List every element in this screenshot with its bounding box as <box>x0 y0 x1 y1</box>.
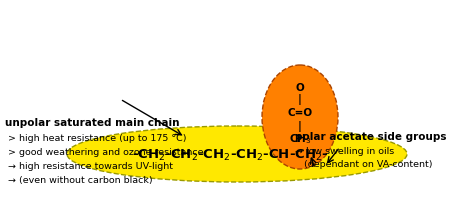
Text: |: | <box>298 120 302 131</box>
Text: |: | <box>298 94 302 105</box>
Text: C=O: C=O <box>287 108 312 118</box>
Text: unpolar saturated main chain: unpolar saturated main chain <box>5 118 180 127</box>
Text: CH$_3$: CH$_3$ <box>289 131 311 145</box>
Text: > good weathering and ozone resistance: > good weathering and ozone resistance <box>8 147 203 156</box>
Text: polar acetate side groups: polar acetate side groups <box>295 131 447 141</box>
Text: > high heat resistance (up to 175 °C): > high heat resistance (up to 175 °C) <box>8 133 186 142</box>
Ellipse shape <box>262 66 338 169</box>
Text: (dependant on VA-content): (dependant on VA-content) <box>295 159 432 168</box>
Ellipse shape <box>67 126 407 182</box>
Text: -CH$_2$-CH$_2$-CH$_2$-CH$_2$-CH-CH$_2$-: -CH$_2$-CH$_2$-CH$_2$-CH$_2$-CH-CH$_2$- <box>132 147 328 162</box>
Text: O: O <box>296 83 304 93</box>
Text: → (even without carbon black): → (even without carbon black) <box>8 175 153 184</box>
Text: → high resistance towards UV-light: → high resistance towards UV-light <box>8 161 173 170</box>
Text: → low swelling in oils: → low swelling in oils <box>295 146 394 155</box>
